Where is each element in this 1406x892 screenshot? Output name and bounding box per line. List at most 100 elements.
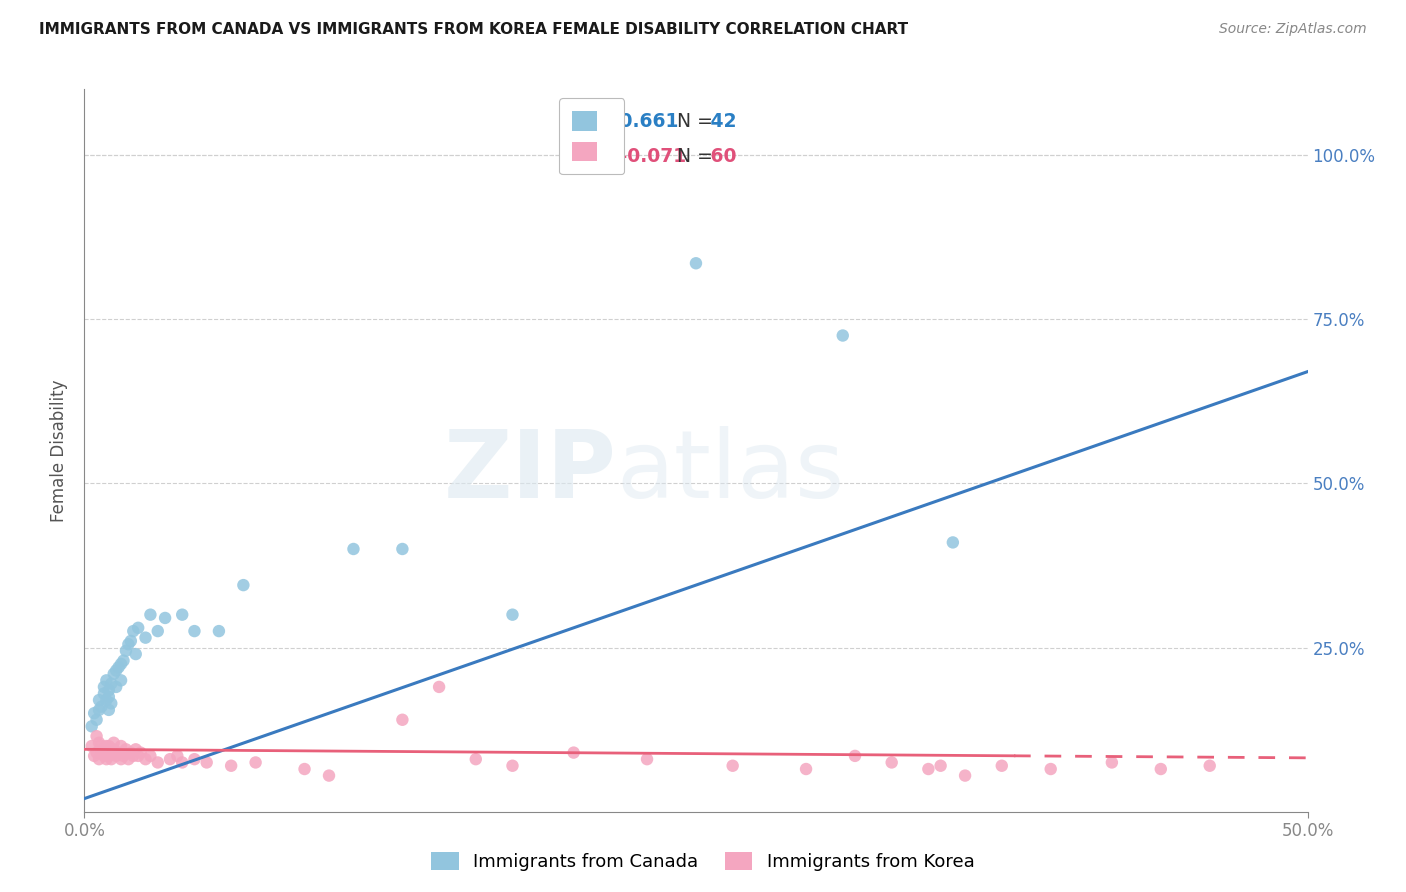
Point xyxy=(135,631,157,645)
Point xyxy=(117,637,139,651)
Point xyxy=(245,756,267,770)
Point xyxy=(135,752,157,766)
Text: 0.661: 0.661 xyxy=(613,112,678,130)
Point xyxy=(112,654,135,668)
Point xyxy=(636,752,658,766)
Point xyxy=(342,541,364,556)
Point xyxy=(127,621,149,635)
Text: N =: N = xyxy=(665,112,713,130)
Point xyxy=(80,719,103,733)
Point xyxy=(97,739,120,753)
Point xyxy=(125,647,148,661)
Point xyxy=(103,742,125,756)
Point xyxy=(117,752,139,766)
Point xyxy=(100,752,122,766)
Point xyxy=(110,752,132,766)
Point xyxy=(391,713,413,727)
Point xyxy=(953,769,976,783)
Point xyxy=(929,758,952,772)
Point xyxy=(153,611,176,625)
Point xyxy=(97,703,120,717)
Text: Source: ZipAtlas.com: Source: ZipAtlas.com xyxy=(1219,22,1367,37)
Point xyxy=(232,578,254,592)
Point xyxy=(83,706,105,721)
Point xyxy=(844,748,866,763)
Text: -0.071: -0.071 xyxy=(613,146,686,166)
Point xyxy=(87,752,110,766)
Point xyxy=(93,742,115,756)
Point xyxy=(721,758,744,772)
Point xyxy=(562,746,585,760)
Point xyxy=(880,756,903,770)
Legend: , : , xyxy=(560,98,624,174)
Point xyxy=(159,752,181,766)
Point xyxy=(942,535,965,549)
Text: R =: R = xyxy=(576,146,610,166)
Point xyxy=(107,660,129,674)
Point xyxy=(1198,758,1220,772)
Point xyxy=(86,746,108,760)
Legend: Immigrants from Canada, Immigrants from Korea: Immigrants from Canada, Immigrants from … xyxy=(425,845,981,879)
Point xyxy=(115,742,138,756)
Point xyxy=(219,758,242,772)
Point xyxy=(105,680,128,694)
Point xyxy=(80,739,103,753)
Point xyxy=(105,748,128,763)
Point xyxy=(110,657,132,671)
Point xyxy=(172,607,194,622)
Point xyxy=(86,713,108,727)
Point xyxy=(831,328,853,343)
Text: 60: 60 xyxy=(704,146,737,166)
Point xyxy=(87,703,110,717)
Point xyxy=(107,746,129,760)
Point xyxy=(112,748,135,763)
Point xyxy=(86,729,108,743)
Point xyxy=(1039,762,1062,776)
Point xyxy=(83,748,105,763)
Text: 42: 42 xyxy=(704,112,737,130)
Point xyxy=(120,634,142,648)
Point xyxy=(318,769,340,783)
Point xyxy=(110,739,132,753)
Point xyxy=(97,683,120,698)
Point xyxy=(991,758,1014,772)
Point xyxy=(115,644,138,658)
Point xyxy=(96,673,118,688)
Point xyxy=(93,686,115,700)
Point xyxy=(96,739,118,753)
Point xyxy=(96,693,118,707)
Point xyxy=(146,624,169,639)
Point xyxy=(125,742,148,756)
Point xyxy=(100,746,122,760)
Point xyxy=(120,746,142,760)
Point xyxy=(208,624,231,639)
Point xyxy=(127,748,149,763)
Point xyxy=(100,676,122,690)
Point xyxy=(90,699,112,714)
Text: R =: R = xyxy=(576,112,610,130)
Point xyxy=(172,756,194,770)
Point xyxy=(1150,762,1173,776)
Point xyxy=(90,746,112,760)
Text: N =: N = xyxy=(665,146,713,166)
Point xyxy=(195,756,218,770)
Point xyxy=(122,624,145,639)
Point xyxy=(502,607,524,622)
Point xyxy=(103,666,125,681)
Point xyxy=(146,756,169,770)
Point xyxy=(917,762,939,776)
Point xyxy=(183,624,205,639)
Point xyxy=(110,673,132,688)
Point xyxy=(685,256,707,270)
Text: atlas: atlas xyxy=(616,426,845,518)
Point xyxy=(103,736,125,750)
Point xyxy=(122,748,145,763)
Point xyxy=(87,693,110,707)
Point xyxy=(166,748,188,763)
Y-axis label: Female Disability: Female Disability xyxy=(51,379,69,522)
Point xyxy=(129,746,152,760)
Text: ZIP: ZIP xyxy=(443,426,616,518)
Point xyxy=(794,762,817,776)
Point xyxy=(97,690,120,704)
Point xyxy=(294,762,316,776)
